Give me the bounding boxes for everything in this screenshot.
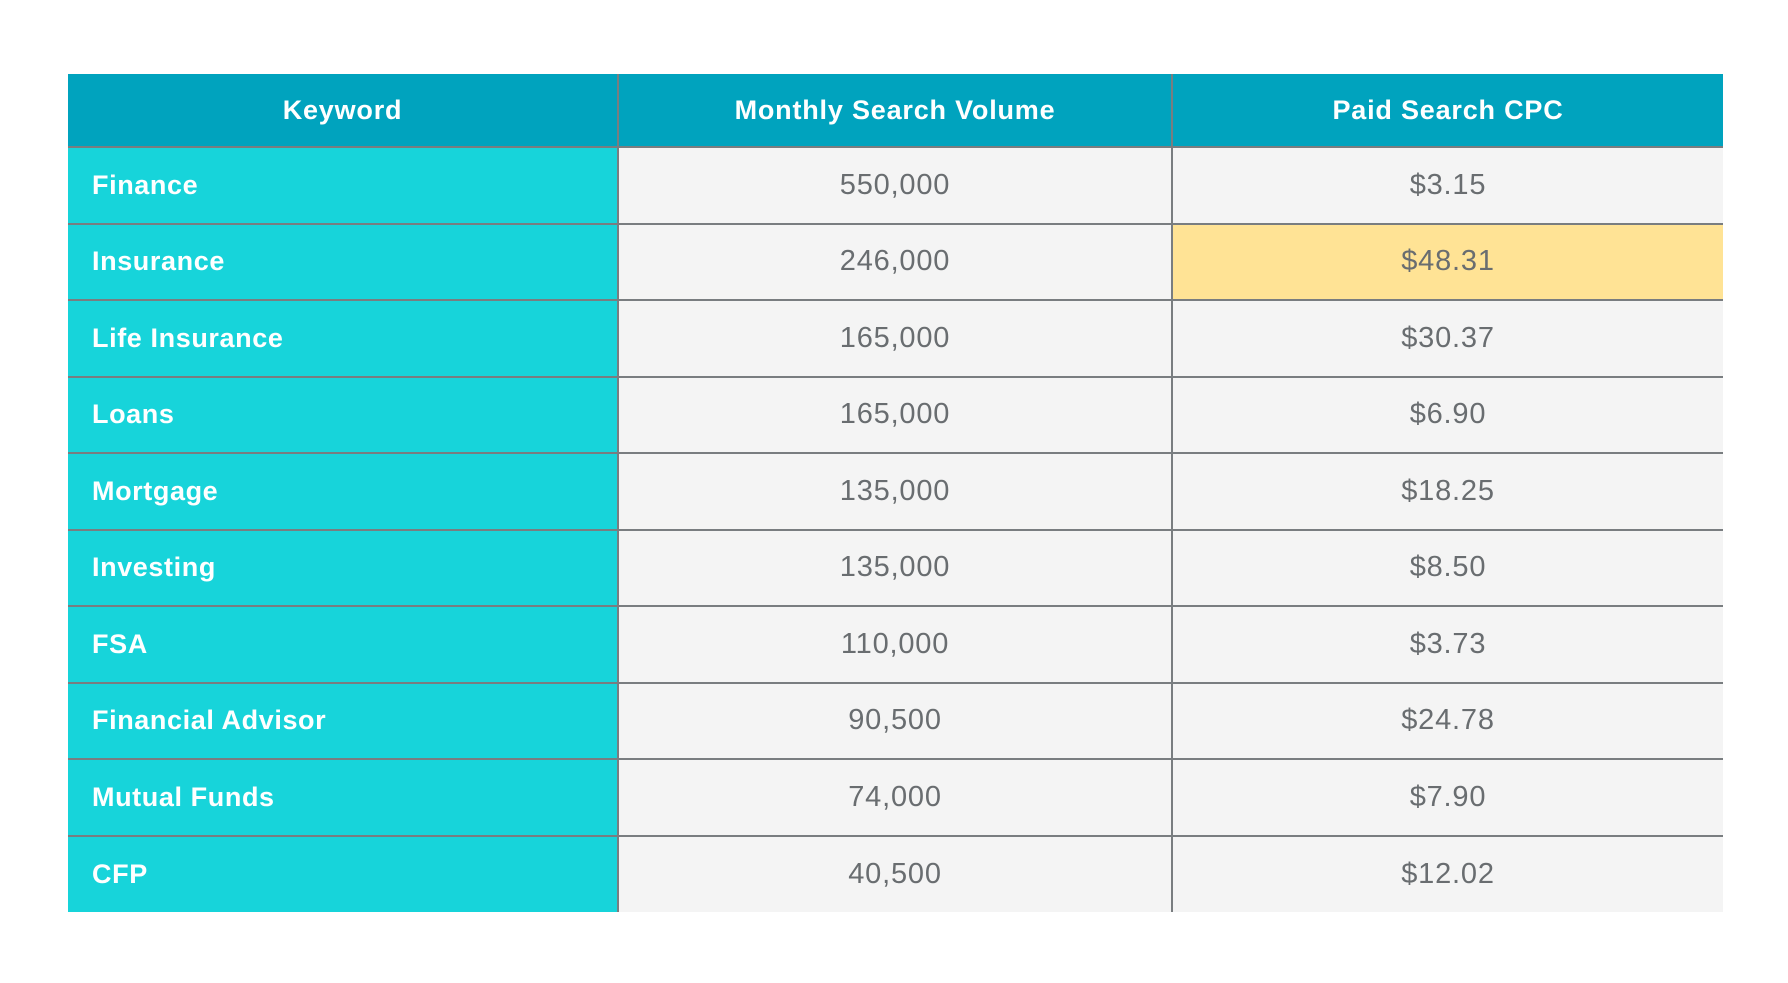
table-row: CFP 40,500 $12.02 — [67, 834, 1724, 913]
keyword-cpc-table: Keyword Monthly Search Volume Paid Searc… — [67, 73, 1724, 913]
search-volume-cell: 135,000 — [617, 452, 1173, 531]
cpc-cell-highlighted: $48.31 — [1171, 222, 1724, 301]
table-row: Mortgage 135,000 $18.25 — [67, 452, 1724, 531]
keyword-cpc-table-container: Keyword Monthly Search Volume Paid Searc… — [67, 73, 1724, 913]
table-row: Financial Advisor 90,500 $24.78 — [67, 681, 1724, 760]
search-volume-cell: 165,000 — [617, 375, 1173, 454]
cpc-cell: $8.50 — [1171, 528, 1724, 607]
table-row: Mutual Funds 74,000 $7.90 — [67, 758, 1724, 837]
keyword-cell: Investing — [67, 528, 619, 607]
keyword-cell: Financial Advisor — [67, 681, 619, 760]
cpc-cell: $7.90 — [1171, 758, 1724, 837]
keyword-cell: Life Insurance — [67, 299, 619, 378]
search-volume-cell: 135,000 — [617, 528, 1173, 607]
table-row: FSA 110,000 $3.73 — [67, 605, 1724, 684]
cpc-cell: $3.73 — [1171, 605, 1724, 684]
table-header: Keyword Monthly Search Volume Paid Searc… — [67, 73, 1724, 148]
column-header-keyword: Keyword — [67, 73, 619, 148]
table-row: Loans 165,000 $6.90 — [67, 375, 1724, 454]
cpc-cell: $6.90 — [1171, 375, 1724, 454]
search-volume-cell: 40,500 — [617, 834, 1173, 913]
table-row: Insurance 246,000 $48.31 — [67, 222, 1724, 301]
search-volume-cell: 90,500 — [617, 681, 1173, 760]
column-header-paid-search-cpc: Paid Search CPC — [1171, 73, 1724, 148]
column-header-monthly-search-volume: Monthly Search Volume — [617, 73, 1173, 148]
table-body: Finance 550,000 $3.15 Insurance 246,000 … — [67, 146, 1724, 913]
keyword-cell: FSA — [67, 605, 619, 684]
cpc-cell: $3.15 — [1171, 146, 1724, 225]
cpc-cell: $30.37 — [1171, 299, 1724, 378]
header-row: Keyword Monthly Search Volume Paid Searc… — [67, 73, 1724, 148]
search-volume-cell: 165,000 — [617, 299, 1173, 378]
cpc-cell: $18.25 — [1171, 452, 1724, 531]
keyword-cell: Loans — [67, 375, 619, 454]
keyword-cell: CFP — [67, 834, 619, 913]
table-row: Investing 135,000 $8.50 — [67, 528, 1724, 607]
keyword-cell: Finance — [67, 146, 619, 225]
search-volume-cell: 110,000 — [617, 605, 1173, 684]
search-volume-cell: 74,000 — [617, 758, 1173, 837]
search-volume-cell: 550,000 — [617, 146, 1173, 225]
keyword-cell: Insurance — [67, 222, 619, 301]
table-row: Finance 550,000 $3.15 — [67, 146, 1724, 225]
keyword-cell: Mutual Funds — [67, 758, 619, 837]
keyword-cell: Mortgage — [67, 452, 619, 531]
cpc-cell: $12.02 — [1171, 834, 1724, 913]
table-row: Life Insurance 165,000 $30.37 — [67, 299, 1724, 378]
search-volume-cell: 246,000 — [617, 222, 1173, 301]
cpc-cell: $24.78 — [1171, 681, 1724, 760]
